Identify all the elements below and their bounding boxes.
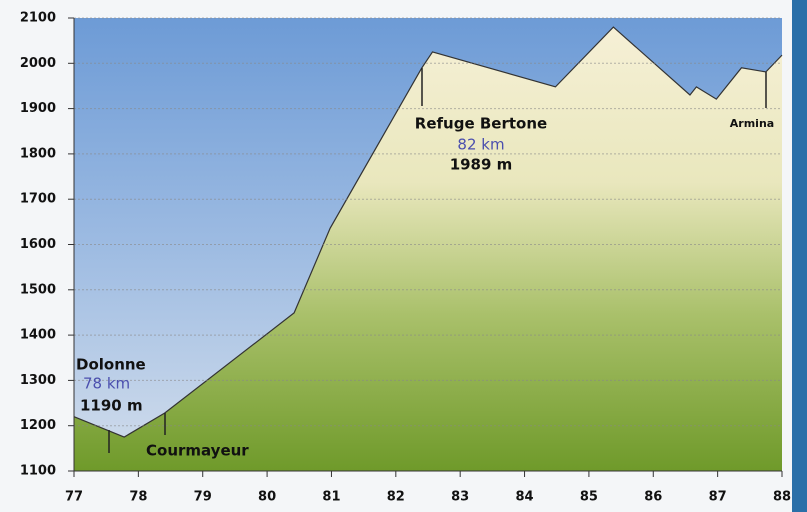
y-tick-label: 1900: [20, 101, 56, 116]
annotation: 1190 m: [80, 397, 143, 415]
profile-line: [73, 26, 783, 438]
edge: [792, 0, 807, 512]
x-tick-label: 85: [580, 490, 598, 505]
y-tick-label: 1800: [20, 146, 56, 161]
x-tick-label: 83: [451, 490, 469, 505]
y-tick-label: 1600: [20, 237, 56, 252]
annotation: Courmayeur: [146, 442, 249, 460]
x-tick-label: 81: [322, 490, 340, 505]
y-tick-label: 1500: [20, 282, 56, 297]
x-tick-label: 78: [129, 490, 147, 505]
x-tick-label: 80: [258, 490, 276, 505]
annotation: Refuge Bertone: [415, 115, 547, 133]
y-tick-label: 2100: [20, 11, 56, 26]
y-tick-label: 1300: [20, 373, 56, 388]
x-tick-label: 79: [194, 490, 212, 505]
x-tick-label: 86: [644, 490, 662, 505]
x-tick-label: 84: [515, 490, 533, 505]
annotation: Dolonne: [76, 356, 146, 374]
area: [74, 27, 782, 472]
annotation: 1989 m: [450, 156, 513, 174]
annotation-markers: [108, 68, 767, 453]
y-tick-label: 1400: [20, 328, 56, 343]
x-tick-label: 88: [773, 490, 791, 505]
y-tick-label: 1100: [20, 464, 56, 479]
y-tick-label: 1700: [20, 192, 56, 207]
annotation: Armina: [730, 117, 774, 130]
annotation: 82 km: [457, 136, 504, 154]
annotation: 78 km: [83, 375, 130, 393]
x-tick-label: 87: [709, 490, 727, 505]
x-tick-label: 77: [65, 490, 83, 505]
x-tick-label: 82: [387, 490, 405, 505]
y-tick-label: 1200: [20, 418, 56, 433]
y-tick-label: 2000: [20, 56, 56, 71]
